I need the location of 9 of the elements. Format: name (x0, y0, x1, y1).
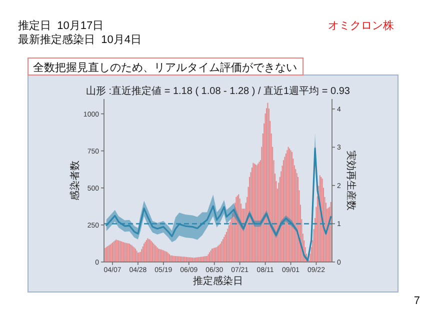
text: 7 (414, 295, 420, 307)
y2-axis-title: 実効再生産数 (345, 150, 357, 210)
chart-title: 山形 :直近推定値 = 1.18 ( 1.08 - 1.28 ) / 直近1週平均 = 0.93 (86, 85, 350, 97)
text: 最新推定感染日 10月4日 (18, 33, 142, 46)
x-axis-title: 推定感染日 (193, 275, 243, 287)
text: 全数把握見直しのため、リアルタイム評価ができない (33, 61, 297, 74)
y-axis-title: 感染者数 (69, 160, 81, 200)
text: 推定日 10月17日 (18, 19, 104, 32)
text: オミクロン株 (328, 19, 394, 32)
